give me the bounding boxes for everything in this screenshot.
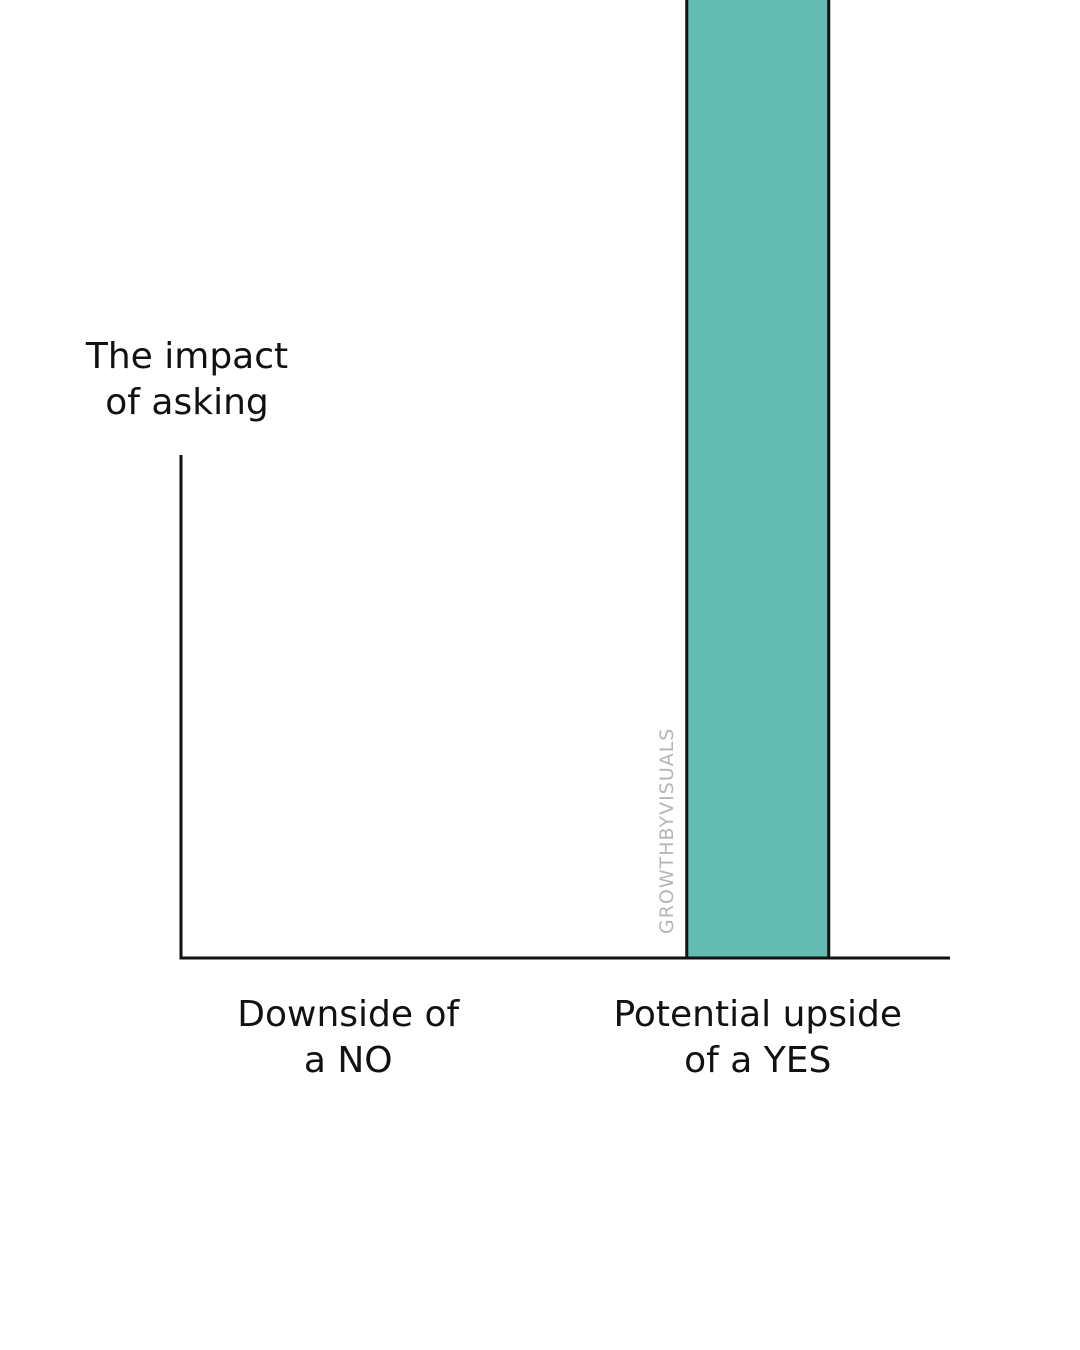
watermark: GROWTHBYVISUALS: [656, 727, 678, 934]
bar: [685, 0, 831, 960]
y-axis-label: The impact of asking: [85, 336, 289, 423]
x-tick-label: Downside of a NO: [237, 994, 460, 1081]
x-tick-label: Potential upside of a YES: [613, 994, 903, 1081]
